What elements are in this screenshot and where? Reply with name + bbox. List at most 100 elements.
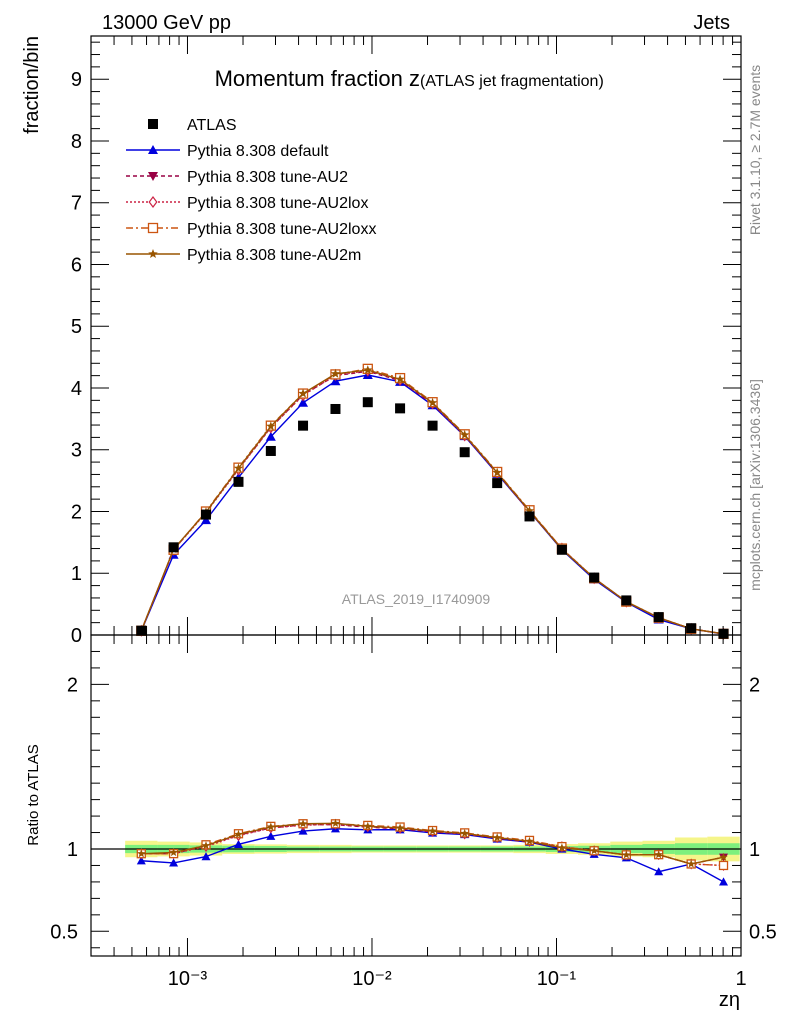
y-tick-label-ratio-right: 0.5 [749,921,777,943]
ratio-panel-frame [90,634,742,957]
y-tick-label-main: 3 [71,440,82,462]
x-tick-label: 10⁻² [352,968,392,990]
data-point [653,612,664,623]
y-tick-label-main: 6 [71,254,82,276]
header-process: Jets [693,12,730,34]
legend-marker [148,145,158,154]
data-point [136,625,147,636]
series-point-ratio [201,841,211,850]
series-point-ratio [719,877,729,886]
legend-label: Pythia 8.308 tune-AU2 [187,169,348,186]
series-point-ratio [719,852,728,861]
series-point-ratio [331,818,340,827]
data-series [136,397,729,639]
legend-label: Pythia 8.308 tune-AU2lox [187,195,368,212]
y-tick-label-main: 9 [71,69,82,91]
data-point [459,447,470,458]
series-point-ratio [266,831,276,840]
legend-marker [148,119,158,129]
y-tick-label-ratio: 2 [67,674,78,696]
x-tick-label: 10⁻³ [168,968,208,990]
series-point-main [524,505,535,515]
legend-label: Pythia 8.308 default [187,143,329,160]
series-point-ratio [589,846,599,855]
data-point [200,509,211,520]
y-tick-label-main: 0 [71,625,82,647]
series-point-main [330,368,341,378]
series-point-ratio [137,849,146,858]
legend-label: Pythia 8.308 tune-AU2m [187,247,361,264]
series-point-ratio [622,850,631,859]
x-tick-label: 1 [735,968,746,990]
data-point [298,420,309,431]
series-point-ratio [136,856,146,865]
legend-marker [148,172,158,181]
series-point-main [200,515,211,525]
series-point-main [298,388,308,398]
y-axis-label-ratio: Ratio to ATLAS [25,744,42,845]
y-tick-label-main: 8 [71,131,82,153]
series-point-ratio [395,823,405,832]
series-point-main [395,374,405,384]
series-point-ratio [557,843,567,852]
data-point [265,445,276,456]
watermark: ATLAS_2019_I1740909 [342,591,491,607]
legend-marker [147,222,159,234]
legend-label: ATLAS [187,117,237,134]
data-point [330,403,341,414]
series-point-main [265,431,276,441]
tick-labels: 10⁻³ 10⁻² 10⁻¹ 1 0 1 2 3 4 5 6 7 8 9 0.5 0.5 1 1 2 2 [50,69,777,990]
header-collision: 13000 GeV pp [102,12,231,34]
series-point-main [233,463,244,473]
y-axis-label-top: fraction/bin [21,36,43,134]
y-tick-label-ratio: 0.5 [50,921,78,943]
series-point-ratio [234,829,243,839]
legend-entry: Pythia 8.308 tune-AU2 [126,169,348,186]
series-point-main [363,365,373,375]
chart-title-sub: (ATLAS jet fragmentation) [420,73,604,90]
mcplots-label: mcplots.cern.ch [arXiv:1306.3436] [747,379,763,591]
data-point [168,542,179,553]
data-point [427,420,438,431]
rivet-version-label: Rivet 3.1.10, ≥ 2.7M events [747,65,763,235]
series-point-ratio [460,828,469,838]
legend-entry: ATLAS [148,117,237,134]
series-point-main [298,397,309,407]
chart-title: Momentum fraction z (ATLAS jet fragmenta… [215,66,604,91]
data-point [589,572,600,583]
y-tick-label-ratio: 1 [67,839,78,861]
data-point [524,511,535,522]
y-tick-label-main: 5 [71,316,82,338]
x-tick-label: 10⁻¹ [537,968,577,990]
series-point-ratio [525,836,534,845]
legend-entry: Pythia 8.308 tune-AU2loxx [126,221,376,238]
series-point-main [492,467,502,477]
series-point-ratio [428,826,437,835]
legend-marker [148,196,158,208]
series-point-ratio [266,822,276,831]
series-point-ratio [233,839,243,848]
data-point [362,397,373,408]
series-point-ratio [654,850,663,859]
series-point-ratio [298,819,308,828]
series-point-ratio [169,847,178,857]
data-point [621,595,632,606]
series-layer [136,363,729,886]
y-tick-label-main: 4 [71,378,82,400]
legend-entry: Pythia 8.308 default [126,143,329,160]
x-axis-label: zη [719,989,740,1011]
series-point-ratio [169,858,179,867]
series-point-ratio [718,860,729,871]
series-point-main [459,429,470,439]
data-point [395,403,406,414]
series-point-main [266,421,276,431]
axes [90,35,742,957]
y-tick-label-main: 7 [71,193,82,215]
legend-entry: Pythia 8.308 tune-AU2m [126,247,361,264]
series-point-ratio [201,852,211,861]
chart-title-main: Momentum fraction z [215,66,420,91]
series-point-ratio [492,833,502,842]
data-point [556,544,567,555]
